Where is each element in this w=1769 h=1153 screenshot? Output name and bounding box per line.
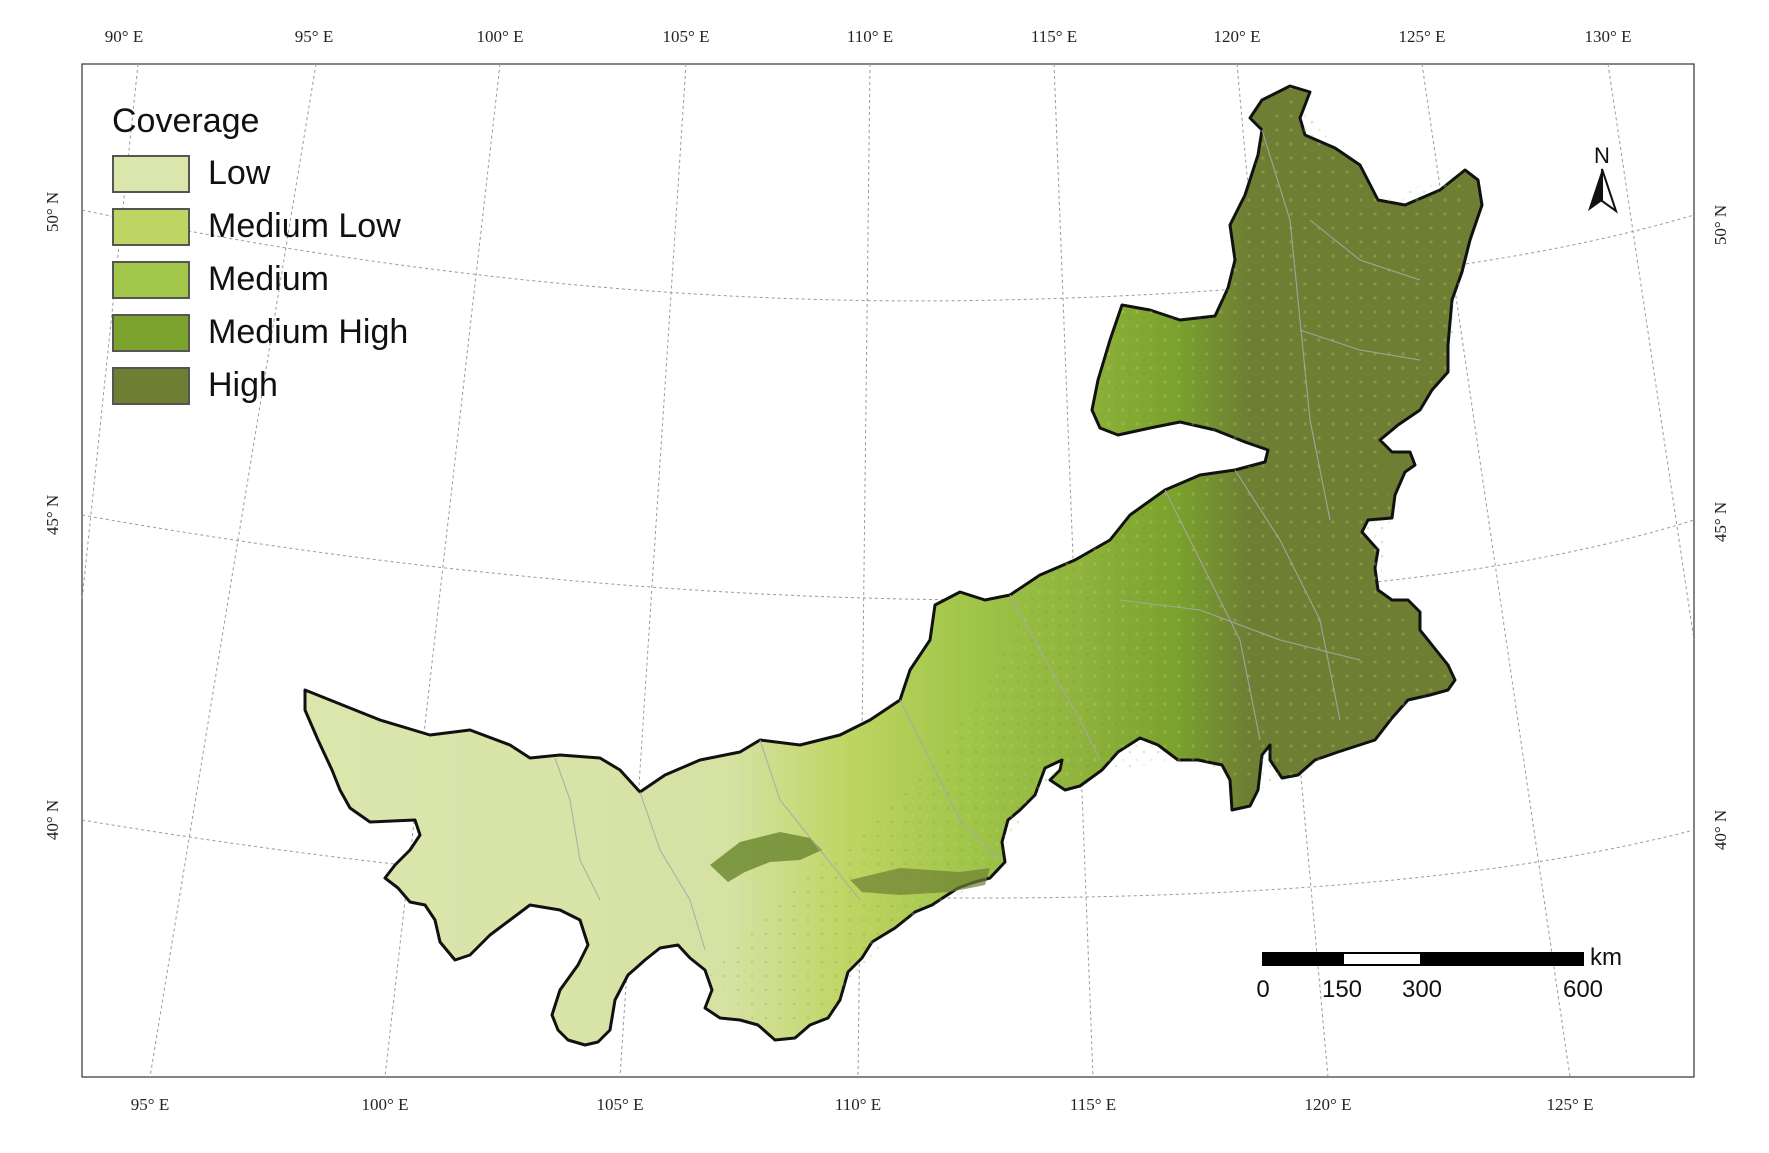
legend-swatch-medium: [112, 260, 190, 299]
scale-tick-300: 300: [1401, 976, 1443, 1003]
scale-segment-3: [1422, 952, 1584, 966]
admin-boundary-4: [899, 699, 1001, 861]
lon-label-bottom-120: 120° E: [1305, 1095, 1352, 1114]
legend: Coverage Low Medium Low Medium Medium Hi…: [112, 102, 408, 412]
lat-label-left-40: 40° N: [43, 800, 62, 840]
admin-boundary-11: [1119, 599, 1361, 661]
graticule-lat-50: [81, 209, 1695, 302]
scale-unit: km: [1590, 944, 1622, 971]
graticule-lon-110: [857, 63, 871, 1078]
legend-item-medium: Medium: [112, 253, 408, 306]
lat-label-left-50: 50° N: [43, 192, 62, 232]
admin-boundary-6: [1164, 489, 1261, 741]
north-arrow-icon: [1588, 168, 1618, 214]
lon-label-top-120: 120° E: [1214, 27, 1261, 46]
legend-label-medium: Medium: [208, 260, 329, 298]
graticule-lon-105: [619, 63, 687, 1078]
scale-segment-1: [1262, 952, 1342, 966]
legend-item-high: High: [112, 359, 408, 412]
legend-item-medium-high: Medium High: [112, 306, 408, 359]
legend-swatch-medium-high: [112, 313, 190, 352]
lon-label-bottom-110: 110° E: [835, 1095, 881, 1114]
lon-label-bottom-105: 105° E: [597, 1095, 644, 1114]
north-arrow-label: N: [1594, 143, 1610, 168]
admin-boundary-8: [1261, 129, 1331, 521]
legend-swatch-medium-low: [112, 207, 190, 246]
lon-label-top-100: 100° E: [477, 27, 524, 46]
north-arrow: N: [1582, 145, 1622, 220]
lon-label-top-115: 115° E: [1031, 27, 1077, 46]
lon-label-top-125: 125° E: [1399, 27, 1446, 46]
lon-label-top-95: 95° E: [295, 27, 333, 46]
lat-label-right-45: 45° N: [1711, 502, 1730, 542]
legend-title: Coverage: [112, 102, 260, 140]
admin-boundary-3: [759, 739, 861, 901]
yinshan-band: [850, 868, 990, 895]
admin-boundary-2: [639, 791, 706, 951]
graticule-lon-100: [384, 63, 501, 1078]
legend-swatch-high: [112, 366, 190, 405]
admin-boundary-10: [1299, 329, 1421, 361]
scale-tick-0: 0: [1256, 976, 1270, 1003]
admin-boundary-7: [1234, 469, 1341, 721]
legend-label-low: Low: [208, 154, 271, 192]
graticule-lon-130: [1607, 63, 1695, 641]
lat-label-right-40: 40° N: [1711, 810, 1730, 850]
admin-boundary-5: [1009, 594, 1101, 761]
scale-tick-600: 600: [1562, 976, 1604, 1003]
legend-item-low: Low: [112, 147, 408, 200]
admin-boundary-9: [1309, 219, 1421, 281]
scale-segment-2: [1342, 952, 1422, 966]
lat-label-right-50: 50° N: [1711, 205, 1730, 245]
mountain-band: [710, 832, 822, 882]
lon-label-bottom-95: 95° E: [131, 1095, 169, 1114]
scale-tick-150: 150: [1321, 976, 1363, 1003]
legend-label-medium-high: Medium High: [208, 313, 409, 351]
lat-label-left-45: 45° N: [43, 495, 62, 535]
lon-label-top-105: 105° E: [663, 27, 710, 46]
legend-item-medium-low: Medium Low: [112, 200, 408, 253]
lon-label-top-90: 90° E: [105, 27, 143, 46]
legend-label-medium-low: Medium Low: [208, 207, 401, 245]
legend-label-high: High: [208, 366, 278, 404]
region-texture: [705, 86, 1465, 1025]
admin-boundary-1: [554, 757, 601, 901]
lon-label-top-110: 110° E: [847, 27, 893, 46]
scale-bar: km 0 150 300 600: [1256, 944, 1642, 1012]
legend-swatch-low: [112, 154, 190, 193]
lon-label-bottom-100: 100° E: [362, 1095, 409, 1114]
lon-label-top-130: 130° E: [1585, 27, 1632, 46]
lon-label-bottom-115: 115° E: [1070, 1095, 1116, 1114]
lon-label-bottom-125: 125° E: [1547, 1095, 1594, 1114]
